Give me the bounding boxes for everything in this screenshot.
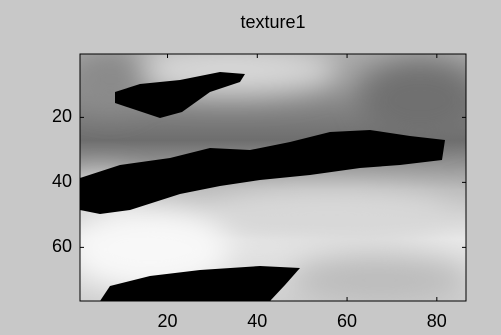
y-tick-label: 20: [52, 106, 72, 126]
chart: texture1 20 40 60 80 20 40 60: [0, 0, 501, 335]
chart-title: texture1: [240, 12, 305, 32]
x-tick-label: 20: [158, 311, 178, 331]
x-tick-label: 40: [247, 311, 267, 331]
x-tick-label: 60: [337, 311, 357, 331]
x-tick-label: 80: [427, 311, 447, 331]
y-tick-label: 40: [52, 171, 72, 191]
texture-image: [60, 45, 480, 305]
page: texture1 20406080204060 (() => { const d…: [0, 0, 501, 335]
y-tick-label: 60: [52, 236, 72, 256]
